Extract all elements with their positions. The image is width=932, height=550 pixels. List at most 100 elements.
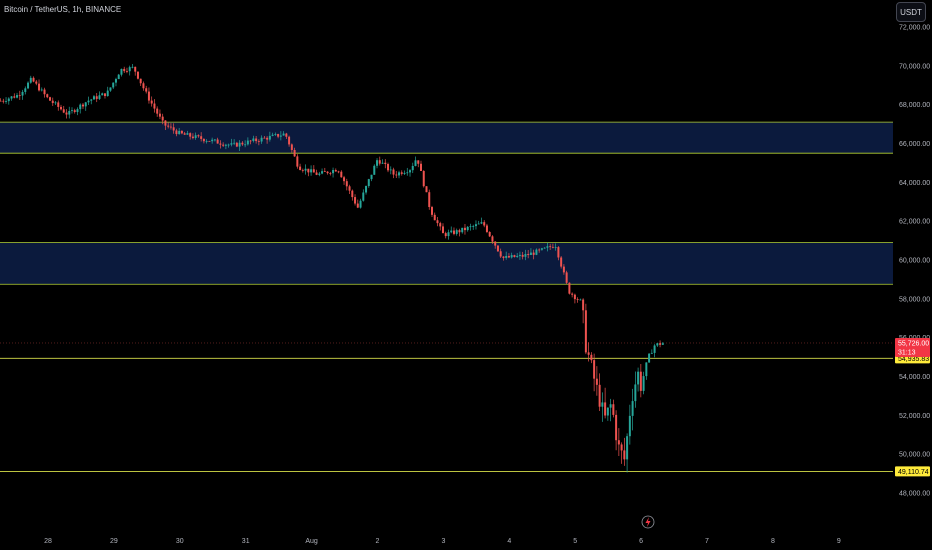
candle — [527, 250, 530, 259]
time-tick-label: 30 — [176, 538, 184, 545]
candle-body — [463, 227, 466, 231]
candle-body — [527, 253, 530, 255]
currency-button[interactable]: USDT — [896, 2, 926, 22]
candle-body — [378, 160, 381, 164]
candle — [593, 353, 596, 392]
candle — [535, 248, 538, 256]
candle — [499, 248, 502, 259]
candle — [81, 102, 84, 110]
candle — [458, 228, 461, 237]
candle — [428, 189, 431, 210]
candle — [422, 170, 425, 188]
candle — [230, 138, 233, 147]
candle — [227, 143, 230, 148]
candle-body — [337, 171, 340, 173]
candle-body — [441, 226, 444, 234]
candle — [24, 86, 27, 95]
candle-body — [417, 160, 420, 164]
candle — [595, 366, 598, 396]
candle — [282, 131, 285, 136]
candle-body — [125, 71, 128, 72]
candle-body — [101, 93, 104, 96]
candle — [0, 98, 2, 102]
candle-body — [285, 133, 288, 137]
candle — [252, 135, 255, 143]
price-axis[interactable]: 48,000.0050,000.0052,000.0054,000.0056,0… — [899, 25, 930, 498]
candle-body — [71, 110, 74, 112]
time-axis[interactable]: 28 29 30 31 Aug 2 3 4 5 6 7 8 9 — [44, 538, 841, 545]
candle-body — [32, 77, 35, 82]
candle-body — [147, 91, 150, 101]
candle-body — [46, 94, 49, 98]
candle — [5, 97, 8, 104]
candle — [466, 225, 469, 232]
candle-body — [582, 299, 585, 311]
candle-body — [208, 140, 211, 142]
candle-body — [351, 190, 354, 198]
candle — [598, 373, 601, 412]
candle-body — [62, 109, 65, 113]
candle-body — [57, 102, 60, 107]
candle — [290, 143, 293, 153]
candle-body — [400, 172, 403, 174]
candle-body — [620, 444, 623, 451]
candle — [35, 79, 38, 86]
price-tick-label: 66,000.00 — [899, 141, 930, 148]
candle — [441, 223, 444, 234]
candle-body — [106, 90, 109, 97]
candle — [27, 81, 30, 90]
time-tick-label: 4 — [507, 538, 511, 545]
candle — [354, 194, 357, 206]
lightning-icon[interactable] — [641, 515, 655, 529]
candle-body — [296, 156, 299, 167]
candle-body — [40, 89, 43, 91]
candle-body — [293, 149, 296, 157]
candle — [293, 147, 296, 157]
candle-body — [180, 130, 183, 134]
candle-body — [81, 104, 84, 107]
candle — [362, 189, 365, 202]
candle — [340, 170, 343, 178]
candle — [365, 185, 368, 195]
candle-body — [648, 353, 651, 363]
candle-body — [274, 134, 277, 135]
candle — [345, 178, 348, 191]
candle — [642, 371, 645, 395]
candle-body — [398, 172, 401, 176]
candle — [609, 398, 612, 422]
candle-body — [444, 233, 447, 237]
price-tick-label: 48,000.00 — [899, 491, 930, 498]
candle-body — [598, 384, 601, 407]
candle — [46, 93, 49, 99]
candle — [587, 342, 590, 362]
candle-body — [345, 181, 348, 187]
candle — [255, 135, 258, 144]
last-price-tag: 55,726.00 31:13 — [895, 337, 930, 357]
candle-body — [18, 95, 21, 96]
candle-body — [5, 101, 8, 102]
candle — [16, 92, 19, 99]
candle-body — [87, 100, 90, 103]
candle — [54, 100, 57, 106]
candle — [529, 248, 532, 255]
candle — [51, 97, 54, 106]
candle — [411, 162, 414, 174]
candle — [367, 178, 370, 188]
candle-body — [513, 255, 516, 257]
candle — [98, 91, 101, 100]
candle — [18, 90, 21, 100]
candle-body — [150, 100, 153, 104]
candle — [323, 167, 326, 172]
time-tick-label: 9 — [837, 538, 841, 545]
candle-body — [194, 135, 197, 139]
candle — [469, 223, 472, 231]
candle — [318, 171, 321, 177]
candle — [650, 349, 653, 354]
candle-body — [271, 134, 274, 136]
candle-body — [466, 226, 469, 231]
candle — [351, 189, 354, 201]
candle-body — [538, 249, 541, 251]
candle-body — [16, 95, 19, 98]
candle-body — [562, 266, 565, 273]
